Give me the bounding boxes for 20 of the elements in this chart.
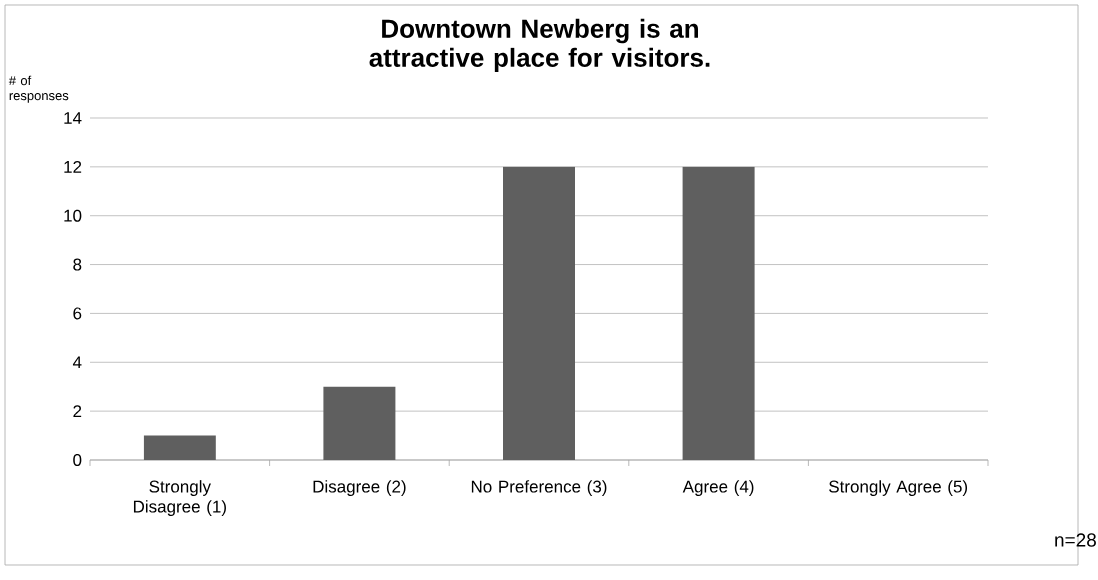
bar (503, 166, 575, 460)
x-tick-label: No Preference (3) (471, 480, 607, 496)
y-tick-label: 4 (72, 356, 82, 369)
y-axis-title: # of responses (8, 75, 69, 103)
y-tick-label: 8 (73, 258, 82, 271)
bar (143, 435, 216, 460)
y-tick-label: 12 (64, 160, 82, 173)
y-tick-label: 0 (73, 453, 82, 467)
bar (323, 386, 396, 460)
x-tick-label: Strongly Disagree (1) (133, 480, 226, 516)
text: n=28 (1055, 533, 1096, 547)
chart-title: Downtown Newberg is an attractive place for visitors. (369, 18, 710, 73)
x-tick-label: Disagree (2) (313, 480, 406, 496)
x-tick-label: Agree (4) (682, 480, 754, 496)
bar (682, 166, 755, 460)
y-tick-label: 6 (73, 307, 82, 320)
y-tick-label: 2 (73, 405, 82, 418)
x-tick-label: Strongly Agree (5) (829, 480, 968, 496)
y-tick-label: 14 (64, 112, 82, 124)
y-tick-label: 10 (64, 209, 82, 222)
